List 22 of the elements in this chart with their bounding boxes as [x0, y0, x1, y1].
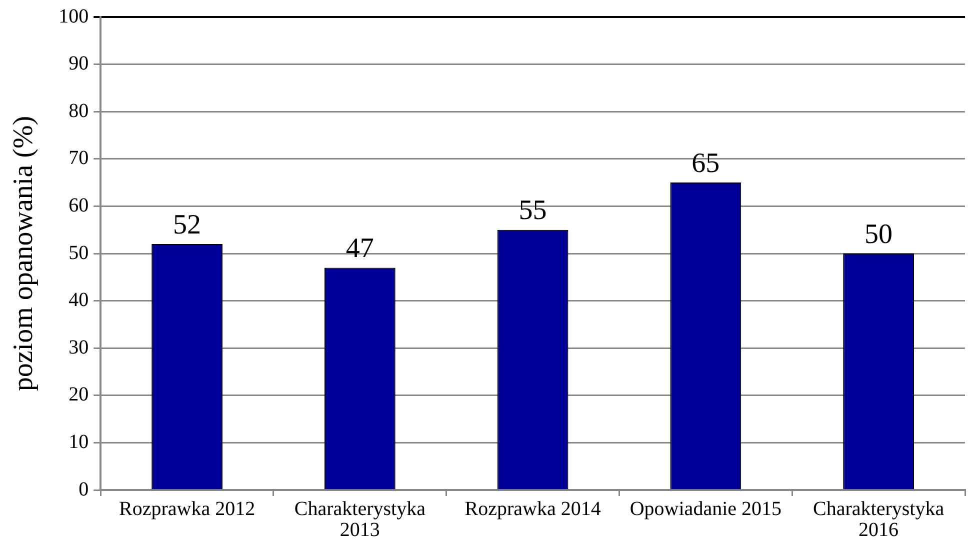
- y-tick-label: 30: [68, 336, 89, 358]
- data-label: 65: [692, 148, 720, 179]
- y-tick-label: 40: [68, 289, 89, 312]
- x-tick-label: Opowiadanie 2015: [630, 498, 782, 520]
- y-tick-label: 70: [68, 147, 89, 170]
- x-tick-label: Charakterystyka 2013: [294, 498, 426, 541]
- y-tick-label: 80: [68, 100, 89, 122]
- y-tick-label: 20: [68, 384, 89, 406]
- data-label: 52: [173, 209, 202, 240]
- y-tick-label: 60: [68, 194, 89, 216]
- x-tick-label: Rozprawka 2012: [119, 498, 256, 520]
- x-tick-label: Charakterystyka 2016: [813, 498, 944, 541]
- y-tick-label: 100: [58, 5, 89, 28]
- y-axis-title: poziom opanowania (%): [8, 116, 40, 392]
- y-tick-label: 50: [68, 242, 89, 264]
- data-label: 55: [518, 195, 547, 226]
- y-tick-label: 0: [78, 478, 89, 500]
- data-label: 47: [346, 233, 374, 264]
- data-label: 50: [864, 218, 893, 250]
- y-tick-label: 10: [68, 430, 89, 453]
- x-tick-label: Rozprawka 2014: [464, 498, 601, 520]
- y-tick-label: 90: [68, 52, 89, 75]
